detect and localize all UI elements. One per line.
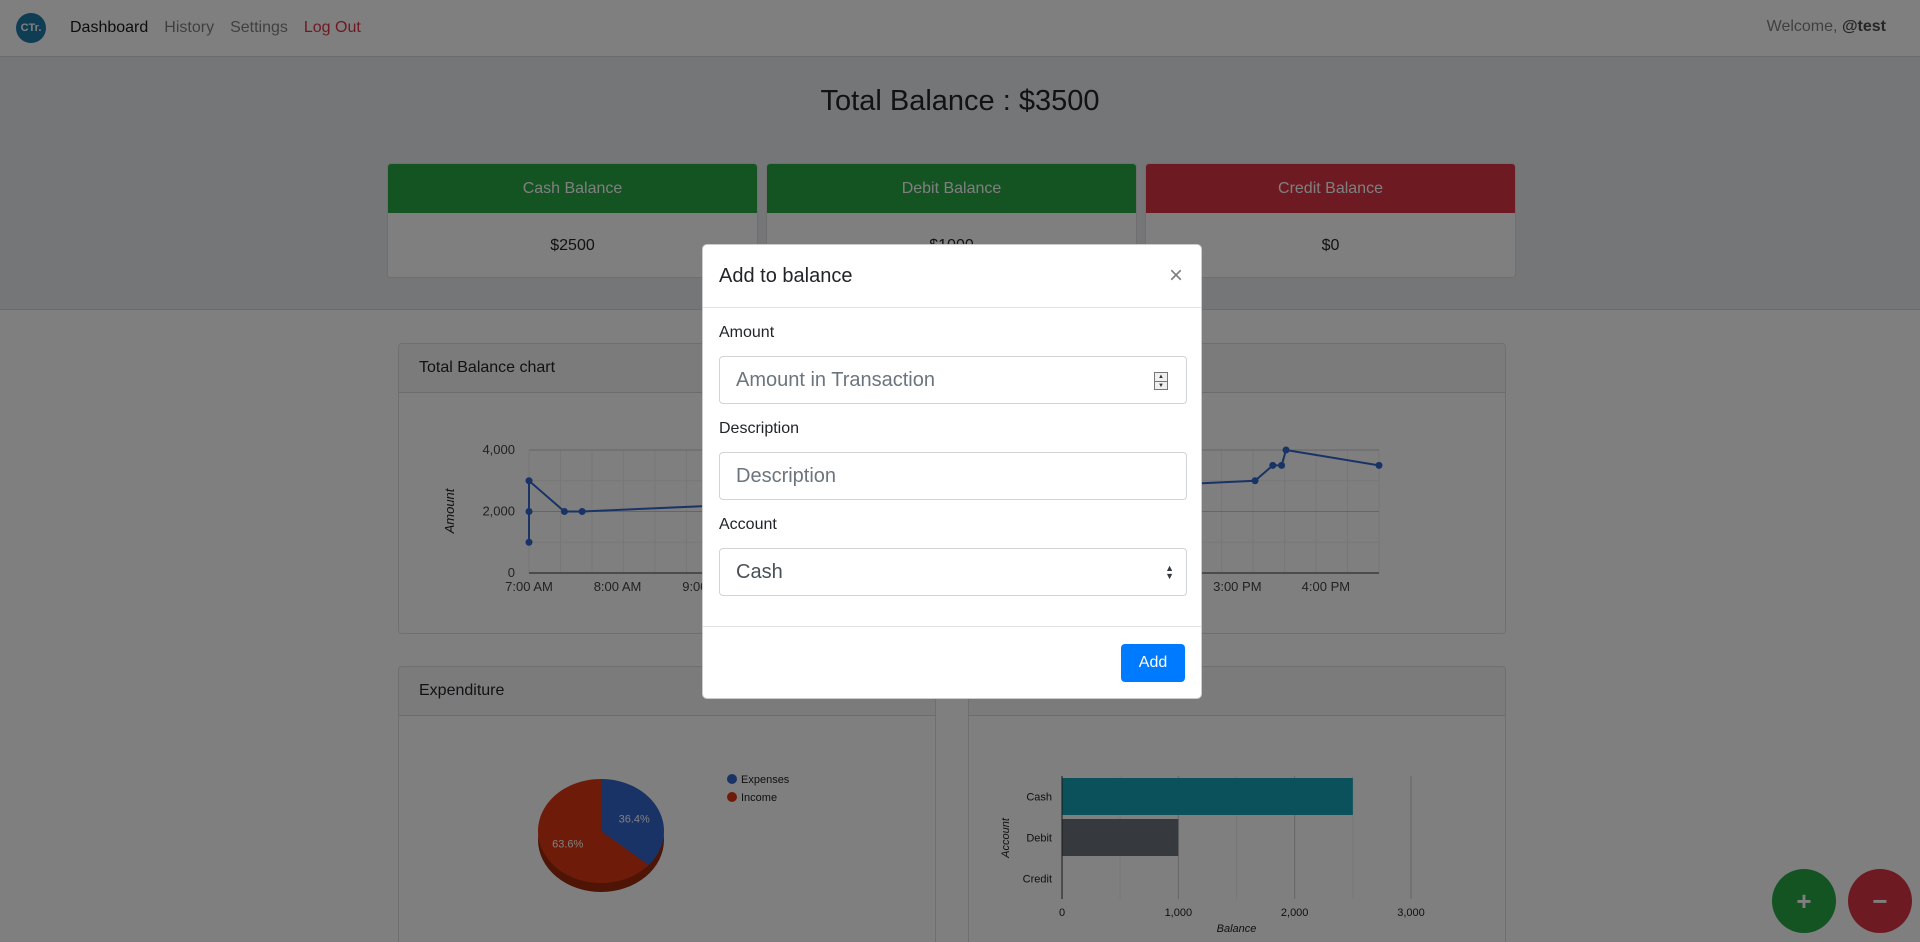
modal-header: Add to balance × [703, 245, 1201, 308]
add-balance-modal: Add to balance × Amount Amount in Transa… [702, 244, 1202, 699]
description-label: Description [719, 420, 800, 437]
modal-body: Amount Amount in Transaction ▲ ▼ Descrip… [703, 308, 1201, 596]
account-selected-value: Cash [736, 560, 783, 583]
description-placeholder: Description [736, 464, 837, 487]
add-button[interactable]: Add [1121, 643, 1185, 682]
close-icon[interactable]: × [1168, 262, 1183, 289]
amount-placeholder: Amount in Transaction [736, 368, 935, 391]
spinner-up-icon[interactable]: ▲ [1158, 374, 1164, 380]
modal-footer: Add [703, 626, 1201, 698]
account-select[interactable]: Cash ▲ ▼ [719, 548, 1187, 596]
amount-label: Amount [719, 324, 775, 341]
number-spinner-icon[interactable]: ▲ ▼ [1154, 372, 1168, 390]
spinner-down-icon[interactable]: ▼ [1155, 381, 1167, 390]
modal-title: Add to balance [719, 264, 853, 287]
amount-input[interactable]: Amount in Transaction ▲ ▼ [719, 356, 1187, 404]
select-caret-icon: ▲ ▼ [1165, 563, 1174, 581]
description-input[interactable]: Description [719, 452, 1187, 500]
account-label: Account [719, 516, 777, 533]
